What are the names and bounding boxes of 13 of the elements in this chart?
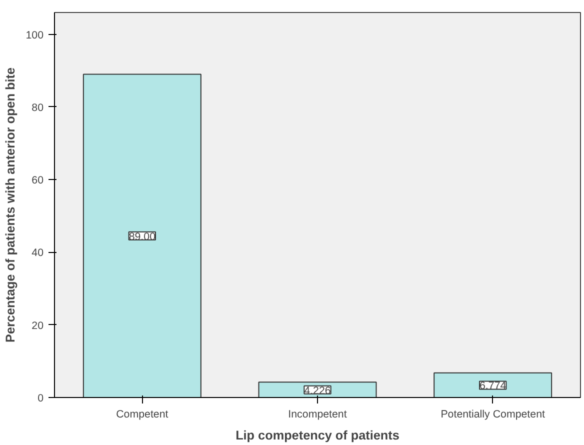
x-axis-title: Lip competency of patients	[236, 428, 400, 442]
x-tick-label: Competent	[116, 408, 168, 420]
y-tick-label: 20	[32, 320, 44, 332]
bar	[82, 74, 202, 398]
y-tick-label: 80	[32, 102, 44, 114]
x-tick-label: Potentially Competent	[440, 408, 545, 420]
bar	[434, 372, 552, 398]
y-axis-title: Percentage of patients with anterior open bite	[4, 68, 18, 342]
y-tick-label: 0	[38, 392, 44, 404]
y-tick-label: 60	[32, 174, 44, 187]
y-tick-label: 40	[32, 247, 44, 260]
x-tick-label: Incompetent	[288, 408, 347, 420]
y-tick-label: 100	[26, 29, 44, 42]
